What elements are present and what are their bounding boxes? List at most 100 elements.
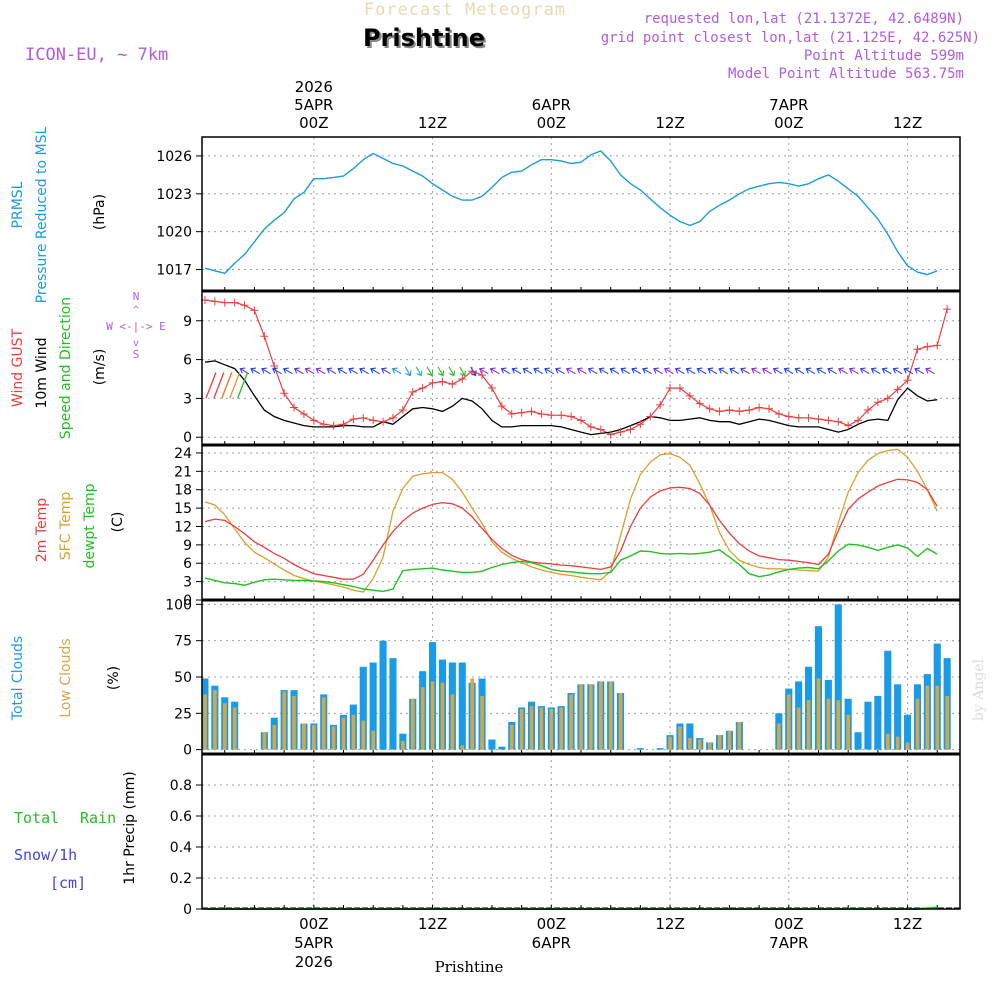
low-cloud-bar <box>925 685 930 750</box>
dewpt-title: dewpt Temp <box>82 483 98 568</box>
y-tick-label: 50 <box>174 670 192 686</box>
low-cloud-bar <box>203 694 207 750</box>
gust-marker <box>903 376 912 385</box>
product-title: Forecast Meteogram <box>364 0 566 20</box>
low-cloud-bar <box>223 703 227 750</box>
wind-arrow-shape <box>437 366 445 377</box>
y-tick-label: 0 <box>183 743 192 759</box>
model-altitude: Model Point Altitude 563.75m <box>728 66 964 82</box>
wind-arrow-shape <box>293 367 304 375</box>
requested-coords: requested lon,lat (21.1372E, 42.6489N) <box>644 11 964 27</box>
total-cloud-bar <box>458 662 466 750</box>
gust-marker <box>774 409 783 418</box>
wind-direction-arrow <box>391 367 402 375</box>
gust-marker <box>814 415 823 424</box>
wind-arrow-shape <box>565 367 576 375</box>
wind-arrow-shape <box>426 366 434 377</box>
gust-marker <box>705 404 714 413</box>
wind-arrow-shape <box>272 367 282 375</box>
gust-marker <box>260 332 269 341</box>
total-clouds-title: Total Clouds <box>10 636 26 721</box>
wind-arrow-shape <box>609 367 620 375</box>
wind-direction-arrow <box>881 367 892 375</box>
wind-direction-arrow <box>903 367 914 375</box>
gust-marker <box>507 409 516 418</box>
gust-marker <box>923 342 932 351</box>
low-cloud-bar <box>361 720 366 750</box>
wind-arrow-shape <box>489 367 500 375</box>
y-tick-label: 0 <box>183 593 192 609</box>
wind-subtitle: Speed and Direction <box>58 297 74 439</box>
wind-arrow-shape <box>870 367 881 375</box>
total-cloud-bar <box>834 604 842 750</box>
top-time-label: 00Z <box>537 114 566 132</box>
gust-marker <box>547 411 556 420</box>
gust-marker <box>656 400 665 409</box>
wind-barb <box>236 372 249 399</box>
low-cloud-bar <box>796 707 801 750</box>
wind-direction-arrow <box>914 367 925 375</box>
wind-arrow-shape <box>663 367 674 375</box>
bottom-time-label: 12Z <box>418 915 447 933</box>
low-cloud-bar <box>846 714 850 750</box>
gust-line <box>204 299 948 436</box>
bottom-time-label: 00Z <box>774 915 803 933</box>
wind-direction-arrow <box>663 367 674 375</box>
gust-marker <box>418 384 427 393</box>
wind-direction-arrow <box>685 367 696 375</box>
wind-direction-arrow <box>437 366 445 377</box>
panels: 1017102010231026036903691215182124025507… <box>156 137 961 918</box>
low-cloud-bar <box>351 714 356 750</box>
wind-arrow-shape <box>576 367 587 375</box>
low-cloud-bar <box>688 738 692 750</box>
gust-marker <box>854 416 863 425</box>
wind-direction-arrow <box>370 367 380 375</box>
pressure-line <box>204 150 938 276</box>
gust-marker <box>220 298 229 307</box>
temp2m-line <box>204 478 938 580</box>
y-tick-label: 15 <box>174 501 192 517</box>
wind-direction-arrow <box>674 367 685 375</box>
low-cloud-bar <box>371 730 375 750</box>
wind-arrow-shape <box>707 367 718 375</box>
gust-marker <box>755 403 764 412</box>
wind-direction-arrow <box>870 367 881 375</box>
low-cloud-bar <box>292 695 296 750</box>
wind-arrow-shape <box>642 367 652 375</box>
gust-marker <box>794 413 803 422</box>
top-time-label: 5APR <box>294 96 333 114</box>
gust-marker <box>586 422 595 431</box>
low-cloud-bar <box>272 724 277 750</box>
wind-arrow-shape <box>696 367 707 375</box>
wind-arrow-shape <box>914 367 925 375</box>
y-tick-label: 0.2 <box>170 871 192 887</box>
wind-arrow-shape <box>827 367 837 375</box>
top-time-label: 6APR <box>532 96 571 114</box>
low-cloud-bar <box>727 730 732 750</box>
wind-arrow-shape <box>261 367 271 375</box>
y-tick-label: 6 <box>183 556 192 572</box>
wind-direction-arrow <box>805 367 816 375</box>
wind-direction-arrow <box>892 367 903 375</box>
wind-direction-arrow <box>489 367 500 375</box>
wind-arrow-shape <box>718 367 729 375</box>
wind-arrow-shape <box>459 366 466 377</box>
gust-marker <box>557 411 566 420</box>
total-cloud-bar <box>656 748 664 750</box>
total-cloud-bar <box>874 695 882 750</box>
wind-direction-arrow <box>533 367 544 375</box>
gust-marker <box>478 371 487 380</box>
wind-direction-arrow <box>511 367 522 375</box>
gust-marker <box>685 391 694 400</box>
gust-marker <box>873 398 882 407</box>
wind-direction-arrow <box>272 367 282 375</box>
wind-direction-arrow <box>544 367 554 375</box>
wind-direction-arrow <box>859 367 870 375</box>
gust-marker <box>487 384 496 393</box>
low-cloud-bar <box>302 723 306 750</box>
gust-marker <box>319 420 328 429</box>
top-time-label: 12Z <box>655 114 684 132</box>
gust-marker <box>448 380 457 389</box>
total-cloud-bar <box>894 684 902 750</box>
